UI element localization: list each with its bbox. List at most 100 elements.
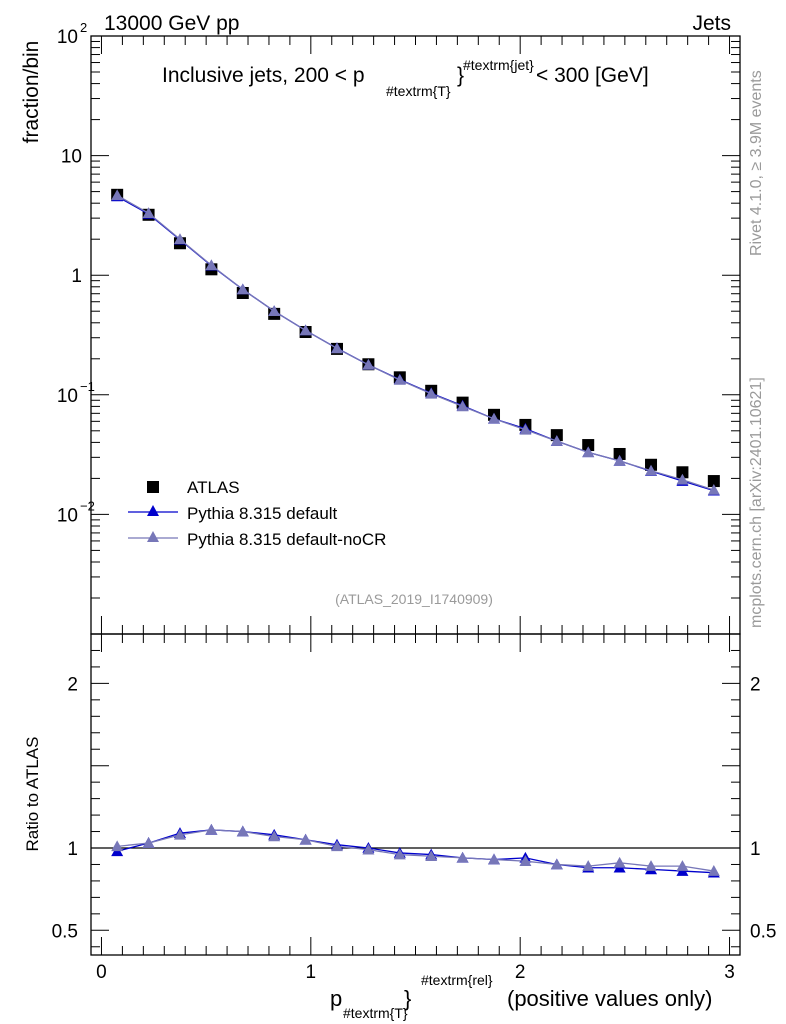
energy-label: 13000 GeV pp [104,12,239,35]
pythia-nocr-point [613,454,626,466]
analysis-label: (ATLAS_2019_I1740909) [335,591,493,607]
pythia-nocr-point [236,283,249,295]
main-y-axis-label: fraction/bin [20,41,43,144]
pythia-nocr-point [488,412,501,424]
y-tick-label: 10 2 [57,20,87,48]
y-tick-label-exponent: −1 [80,379,95,394]
x-tick-label: 1 [306,962,317,983]
pythia-nocr-point [676,473,689,485]
legend-marker-pythia-default [147,505,159,516]
y-tick-label-base: 1 [71,266,82,287]
ratio-pythia-nocr-point [707,865,720,876]
y-tick-label: 10 −1 [57,379,95,407]
x-tick-label: 2 [515,962,526,983]
atlas-data-point [582,439,595,452]
ratio-y-tick-label: 0.5 [52,921,78,942]
ratio-pythia-nocr-point [205,823,218,835]
y-tick-label-base: 10 [57,505,78,526]
y-tick-label-base: 10 [57,27,78,48]
ratio-y-axis-label: Ratio to ATLAS [23,737,42,852]
pythia-nocr-point [707,483,720,495]
svg-text:}: } [404,986,411,1011]
chart-title-superscript: #textrm{jet} [463,57,534,73]
pythia-nocr-point [268,305,281,317]
pythia-nocr-point [393,373,406,385]
x-tick-label: 3 [724,962,735,983]
y-tick-label: 1 [71,266,82,287]
ratio-y-tick-label-right: 2 [750,674,761,695]
ratio-pythia-nocr-point [613,856,626,868]
ratio-pythia-nocr-point [268,830,281,842]
ratio-pythia-nocr-point [582,860,595,871]
x-axis-title-superscript: #textrm{rel} [421,972,493,988]
pythia-nocr-point [205,259,218,271]
x-tick-label: 0 [96,962,107,983]
pythia-nocr-point [142,207,155,218]
ratio-pythia-nocr-point [519,855,532,866]
ratio-pythia-nocr-point [111,840,124,852]
chart-title-tail: < 300 [GeV] [536,64,649,87]
ratio-pythia-nocr-point [550,858,563,870]
ratio-pythia-nocr-point [330,840,343,852]
legend: ATLAS Pythia 8.315 default Pythia 8.315 … [128,478,386,549]
ratio-pythia-nocr-point [173,828,186,840]
atlas-data-point [676,466,689,479]
ratio-y-tick-label-right: 1 [750,839,761,860]
ratio-pythia-nocr-point [425,850,438,862]
legend-marker-pythia-nocr [147,531,159,542]
ratio-pythia-nocr-line [117,829,714,872]
svg-text:}: } [457,64,464,87]
legend-label-pythia-nocr: Pythia 8.315 default-noCR [187,530,386,549]
ratio-pythia-nocr-point [676,860,689,871]
pythia-nocr-point [330,342,343,354]
y-tick-label-base: 10 [57,386,78,407]
chart-title-main: Inclusive jets, 200 < p [162,64,365,87]
rivet-version-label: Rivet 4.1.0, ≥ 3.9M events [748,70,765,256]
x-axis-title-tail: (positive values only) [507,986,712,1011]
ratio-y-tick-label-right: 0.5 [750,921,776,942]
pythia-nocr-point [582,446,595,458]
x-axis-title: p #textrm{T} } #textrm{rel} (positive va… [330,972,712,1021]
pythia-nocr-point [111,189,124,201]
legend-label-atlas: ATLAS [187,478,240,497]
legend-label-pythia-default: Pythia 8.315 default [187,504,338,523]
pythia-nocr-point [550,435,563,446]
y-tick-label: 10 [61,147,82,168]
pythia-nocr-point [519,423,532,435]
pythia-nocr-point [425,387,438,399]
ratio-panel-frame [90,633,741,956]
ratio-pythia-nocr-point [393,848,406,860]
pythia-nocr-line [116,194,715,491]
chart-title-subscript: #textrm{T} [386,83,451,99]
main-series [111,188,720,496]
legend-marker-atlas [147,481,159,493]
y-tick-label: 10 −2 [57,498,95,526]
atlas-data-point [613,447,626,460]
ratio-pythia-nocr-point [456,851,469,863]
x-axis-title-subscript: #textrm{T} [343,1005,408,1021]
ratio-y-tick-label: 2 [67,674,78,695]
ratio-y-tick-label: 1 [67,839,78,860]
pythia-nocr-point [456,400,469,412]
atlas-data-point [707,475,720,488]
ratio-pythia-nocr-point [488,853,501,865]
ratio-pythia-nocr-point [236,825,249,837]
source-label: mcplots.cern.ch [arXiv:2401.10621] [748,377,765,628]
x-axis-title-main: p [330,986,342,1011]
ratio-pythia-nocr-point [299,833,312,845]
category-label: Jets [692,12,731,35]
pythia-nocr-point [173,233,186,244]
pythia-nocr-point [362,358,375,370]
y-tick-label-exponent: −2 [80,498,95,513]
ratio-series [111,823,720,878]
ratio-pythia-nocr-point [142,837,155,848]
pythia-nocr-point [645,464,658,476]
pythia-nocr-point [299,324,312,336]
pythia-default-line [116,195,715,492]
ratio-pythia-nocr-point [362,843,375,855]
ratio-pythia-nocr-point [645,860,658,871]
y-tick-label-base: 10 [61,147,82,168]
y-tick-label-exponent: 2 [80,20,87,35]
